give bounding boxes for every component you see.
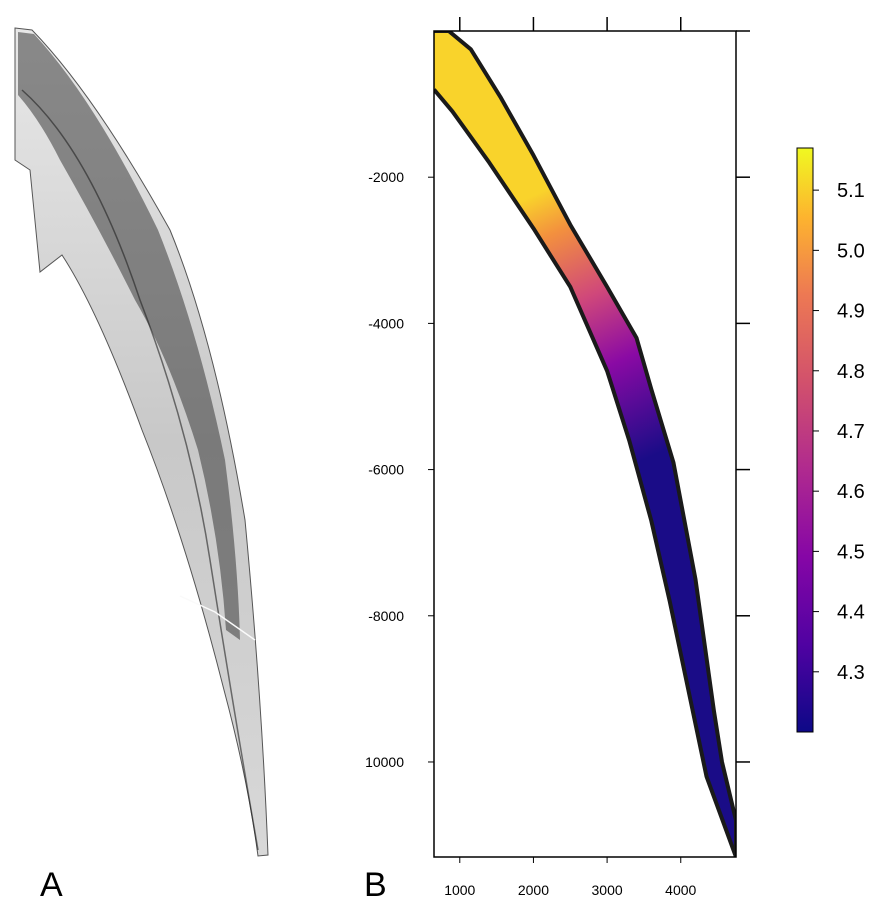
plot-frame <box>433 30 737 858</box>
heatmap-field <box>434 31 736 857</box>
x-tick-label: 1000 <box>444 882 475 898</box>
y-tick-label: -4000 <box>368 315 404 331</box>
panel-b-label: B <box>364 866 387 904</box>
y-axis: -2000 -4000 -6000 -8000 10000 <box>365 30 750 770</box>
panel-b-heatmap: 1000 2000 3000 4000 -2000 -4000 -6000 -8000 100… <box>365 17 750 898</box>
y-tick-label: -2000 <box>368 169 404 185</box>
colorbar-tick-label: 4.8 <box>837 361 865 383</box>
colorbar-fill <box>796 147 814 733</box>
colorbar-tick-label: 5.0 <box>837 240 865 262</box>
blade-edge-line <box>21 89 259 851</box>
x-tick-label: 4000 <box>665 882 696 898</box>
colorbar-tick-label: 4.3 <box>837 662 865 684</box>
colorbar-tick-label: 4.5 <box>837 541 865 563</box>
x-tick-label: 2000 <box>518 882 549 898</box>
colorbar: 4.3 4.4 4.5 4.6 4.7 4.8 4.9 5.0 5.1 <box>796 147 865 733</box>
y-tick-label: -8000 <box>368 608 404 624</box>
heatmap-region <box>434 31 736 857</box>
colorbar-tick-label: 4.7 <box>837 421 865 443</box>
inner-edge-line <box>434 88 736 857</box>
blade-silhouette <box>14 27 269 857</box>
x-tick-label: 3000 <box>592 882 623 898</box>
panel-a-specimen-image <box>14 27 269 857</box>
colorbar-tick-label: 4.9 <box>837 301 865 323</box>
x-axis: 1000 2000 3000 4000 <box>444 17 697 898</box>
colorbar-tick-label: 4.4 <box>837 602 865 624</box>
y-tick-label: 10000 <box>365 754 404 770</box>
blade-dark-band <box>18 32 240 640</box>
colorbar-ticks: 4.3 4.4 4.5 4.6 4.7 4.8 4.9 5.0 5.1 <box>813 180 865 684</box>
colorbar-tick-label: 5.1 <box>837 180 865 202</box>
blade-crack <box>179 595 256 641</box>
outer-edge-line <box>434 31 736 857</box>
colorbar-tick-label: 4.6 <box>837 481 865 503</box>
panel-a-label: A <box>40 866 63 904</box>
y-tick-label: -6000 <box>368 462 404 478</box>
